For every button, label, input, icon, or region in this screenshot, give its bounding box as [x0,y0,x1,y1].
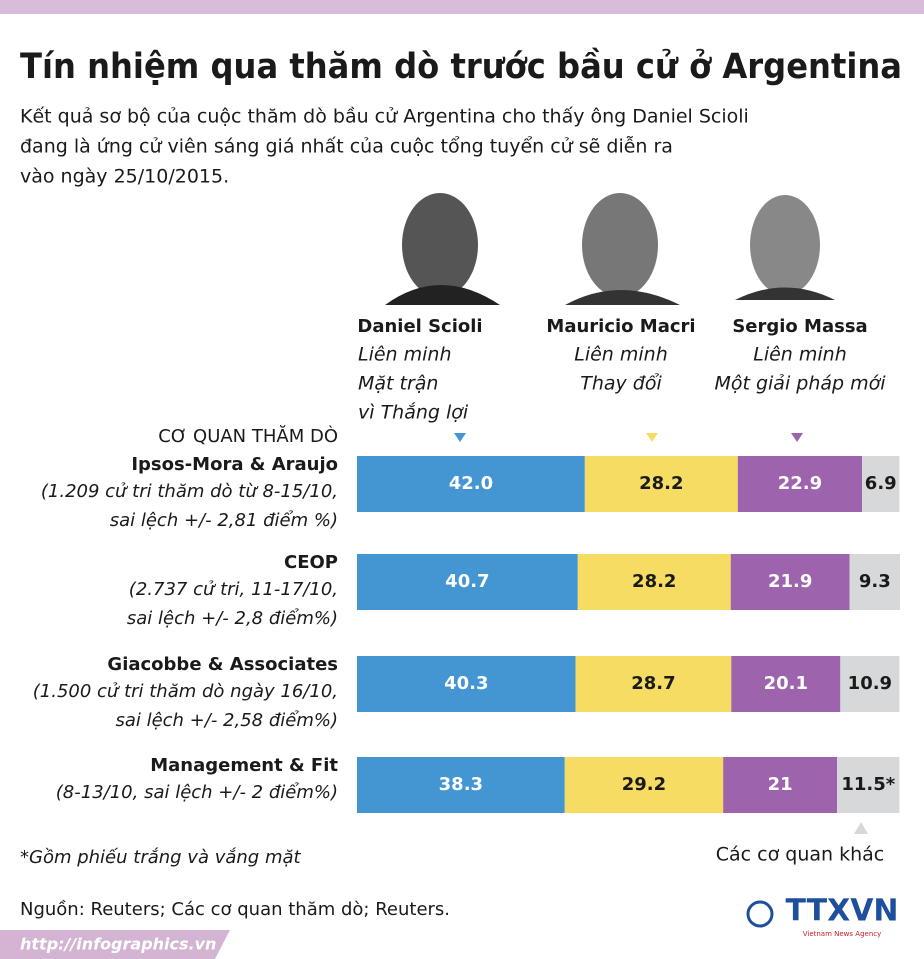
category-note: (2.737 cử tri, 11-17/10, [129,579,338,600]
bar-segment [731,656,841,712]
bar-segment [357,554,578,610]
subtitle: vào ngày 25/10/2015. [20,166,229,188]
value-label: 28.2 [632,571,676,592]
category-note: (8-13/10, sai lệch +/- 2 điểm%) [56,782,338,803]
source: Nguồn: Reuters; Các cơ quan thăm dò; Reu… [20,899,450,920]
bar-segment [737,456,863,512]
bar-segment [723,757,838,813]
value-label: 40.3 [444,673,488,694]
bar-segment [577,554,731,610]
logo-tagline: Vietnam News Agency [803,930,882,938]
party-label: Thay đổi [580,373,662,395]
candidate-photos [385,193,835,305]
value-label: 22.9 [778,473,822,494]
url-bar [0,930,230,959]
legend-label: Các cơ quan khác [716,844,884,866]
bar-segment [357,656,576,712]
bar-segment [849,554,900,610]
legend-marker [646,433,658,442]
value-label: 29.2 [622,774,666,795]
legend-label: Daniel Scioli [357,316,482,337]
value-label: 10.9 [848,673,892,694]
category-label: CEOP [284,552,338,573]
party-label: Mặt trận [358,373,438,395]
category-label: Giacobbe & Associates [107,654,338,675]
bar-segment [575,656,732,712]
category-note: (1.500 cử tri thăm dò ngày 16/10, [33,681,338,702]
party-label: Liên minh [753,344,847,366]
bar-segment [862,456,900,512]
bar-segment [357,456,585,512]
legend-marker [791,433,803,442]
legend-marker [454,433,466,442]
value-label: 21 [768,774,793,795]
value-label: 42.0 [449,473,493,494]
logo: TTXVN [785,894,898,929]
value-label: 20.1 [764,673,808,694]
legend-label: Sergio Massa [732,316,867,337]
others-marker [854,822,868,834]
party-label: vì Thắng lợi [358,401,469,424]
party-label: Một giải pháp mới [714,373,886,395]
party-label: Liên minh [358,344,452,366]
subtitle: Kết quả sơ bộ của cuộc thăm dò bầu cử Ar… [20,106,749,128]
chart-title: Tín nhiệm qua thăm dò trước bầu cử ở Arg… [20,46,902,87]
bar-segment [584,456,738,512]
bar-segment [357,757,565,813]
category-note: (1.209 cử tri thăm dò từ 8-15/10, [41,481,338,502]
bar-segment [840,656,900,712]
value-label: 28.7 [631,673,675,694]
copyright-icon [746,900,774,928]
value-label: 38.3 [439,774,483,795]
footnote: *Gồm phiếu trắng và vắng mặt [20,847,302,868]
category-note: sai lệch +/- 2,58 điểm%) [115,710,338,731]
value-label: 11.5* [841,774,895,795]
category-label: Ipsos-Mora & Araujo [131,454,338,475]
subtitle: đang là ứng cử viên sáng giá nhất của cu… [20,135,673,158]
value-label: 21.9 [768,571,812,592]
value-label: 9.3 [859,571,891,592]
category-header: CƠ QUAN THĂM DÒ [158,425,338,447]
value-label: 40.7 [445,571,489,592]
value-label: 28.2 [639,473,683,494]
top-strip [0,0,924,14]
bar-segment [730,554,850,610]
legend-label: Mauricio Macri [546,316,695,337]
category-note: sai lệch +/- 2,8 điểm%) [127,608,338,629]
bar-segment [837,757,900,813]
category-label: Management & Fit [150,755,338,776]
photo [565,193,680,305]
photo [385,193,500,305]
value-label: 6.9 [865,473,897,494]
photo [735,195,835,300]
bar-segment [564,757,724,813]
url: http://infographics.vn [20,935,216,954]
category-note: sai lệch +/- 2,81 điểm %) [110,510,338,531]
party-label: Liên minh [574,344,668,366]
